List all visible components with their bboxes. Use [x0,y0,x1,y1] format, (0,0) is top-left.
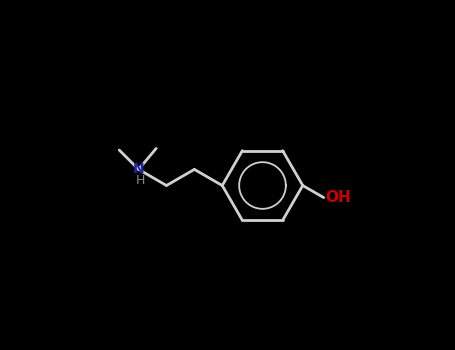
Text: N: N [133,162,144,176]
Text: OH: OH [325,190,351,205]
Text: H: H [136,174,145,187]
